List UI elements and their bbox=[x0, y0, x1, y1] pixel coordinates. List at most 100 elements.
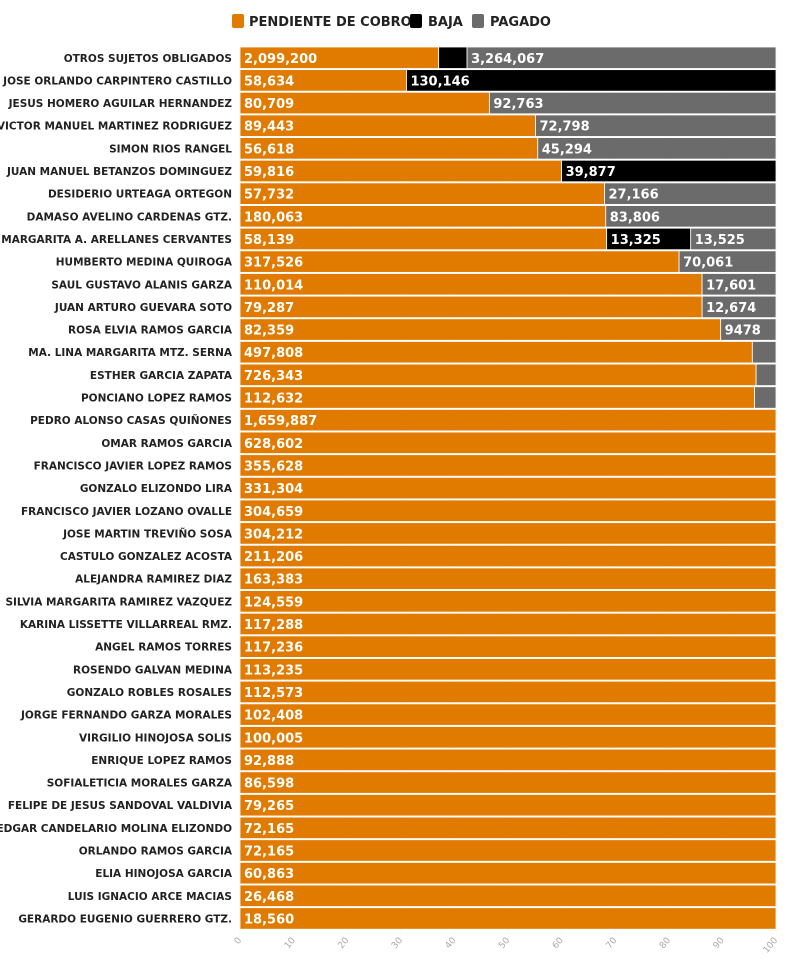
value-label-pagado: 45,294 bbox=[542, 142, 592, 157]
value-label-pendiente: 317,526 bbox=[244, 256, 303, 271]
bar-pagado bbox=[720, 318, 777, 341]
value-labels: 2,099,200 3,264,067 58,634 130,146 80,709 92,… bbox=[244, 52, 761, 928]
bar-pendiente bbox=[239, 658, 777, 681]
x-tick-label: 70 bbox=[604, 936, 619, 951]
x-tick-label: 0 bbox=[233, 936, 245, 947]
legend: PENDIENTE DE COBRO BAJA PAGADO bbox=[232, 14, 551, 30]
category-label: ESTHER GARCIA ZAPATA bbox=[90, 370, 233, 382]
value-label-pendiente: 89,443 bbox=[244, 120, 294, 135]
value-label-pagado: 3,264,067 bbox=[471, 52, 544, 67]
category-label: CASTULO GONZALEZ ACOSTA bbox=[60, 551, 233, 563]
bar-pendiente bbox=[239, 295, 703, 319]
category-label: GONZALO ROBLES ROSALES bbox=[67, 687, 232, 699]
value-label-pagado: 12,674 bbox=[706, 301, 756, 316]
bar-pendiente bbox=[239, 907, 777, 930]
bar-pendiente bbox=[239, 182, 605, 205]
bar-pagado bbox=[751, 341, 777, 364]
category-label: FRANCISCO JAVIER LOPEZ RAMOS bbox=[34, 460, 232, 472]
value-label-pendiente: 60,863 bbox=[244, 867, 294, 882]
x-tick-label: 20 bbox=[336, 936, 351, 951]
bar-pagado bbox=[701, 273, 777, 296]
x-tick-label: 90 bbox=[712, 936, 727, 951]
bar-pagado bbox=[690, 227, 777, 251]
bar-pendiente bbox=[239, 544, 777, 568]
category-label: EDGAR CANDELARIO MOLINA ELIZONDO bbox=[0, 823, 232, 835]
category-label: JOSE MARTIN TREVIÑO SOSA bbox=[62, 527, 233, 540]
bar-pagado bbox=[604, 182, 777, 205]
bar-pendiente bbox=[239, 839, 777, 862]
x-tick-label: 80 bbox=[658, 936, 673, 951]
value-label-pendiente: 79,265 bbox=[244, 799, 294, 814]
value-label-pendiente: 628,602 bbox=[244, 437, 303, 452]
bar-pagado bbox=[605, 205, 777, 228]
bar-pendiente bbox=[239, 273, 703, 296]
value-label-pagado: 17,601 bbox=[706, 278, 756, 293]
value-label-pendiente: 304,212 bbox=[244, 527, 303, 542]
legend-swatch-pagado bbox=[472, 14, 484, 28]
x-tick-label: 10 bbox=[283, 936, 298, 951]
bar-pagado bbox=[466, 46, 777, 69]
value-label-pendiente: 304,659 bbox=[244, 505, 303, 520]
value-label-pendiente: 100,005 bbox=[244, 731, 303, 746]
value-label-pagado: 9478 bbox=[725, 324, 761, 339]
value-label-pendiente: 1,659,887 bbox=[244, 414, 317, 429]
category-label: GERARDO EUGENIO GUERRERO GTZ. bbox=[18, 913, 232, 925]
value-label-pendiente: 86,598 bbox=[244, 777, 294, 792]
bar-pendiente bbox=[239, 408, 777, 432]
value-label-baja: 39,877 bbox=[566, 165, 616, 180]
value-label-pendiente: 26,468 bbox=[244, 890, 294, 905]
value-label-pendiente: 102,408 bbox=[244, 709, 303, 724]
bar-pendiente bbox=[239, 726, 777, 749]
bar-pendiente bbox=[239, 341, 753, 364]
value-label-pendiente: 58,139 bbox=[244, 233, 294, 248]
value-label-pagado: 83,806 bbox=[610, 210, 660, 225]
value-label-baja: 13,325 bbox=[611, 233, 661, 248]
category-label: OTROS SUJETOS OBLIGADOS bbox=[64, 53, 232, 65]
bar-pendiente bbox=[239, 227, 608, 251]
value-label-pendiente: 79,287 bbox=[244, 301, 294, 316]
legend-label-pagado: PAGADO bbox=[490, 15, 551, 30]
value-label-pendiente: 92,888 bbox=[244, 754, 294, 769]
x-axis-ticks: 0 10 20 30 40 50 60 70 80 90 100 bbox=[233, 936, 781, 956]
value-label-pendiente: 211,206 bbox=[244, 550, 303, 565]
bar-pendiente bbox=[239, 250, 680, 273]
legend-swatch-baja bbox=[410, 14, 422, 28]
bar-pendiente bbox=[239, 771, 777, 794]
category-label: ALEJANDRA RAMIREZ DIAZ bbox=[75, 574, 232, 586]
value-label-pendiente: 124,559 bbox=[244, 595, 303, 610]
bar-pagado bbox=[701, 295, 777, 319]
category-label: JUAN ARTURO GUEVARA SOTO bbox=[54, 302, 232, 314]
value-label-pendiente: 117,236 bbox=[244, 641, 303, 656]
category-label: ANGEL RAMOS TORRES bbox=[95, 642, 232, 654]
category-label: SIMON RIOS RANGEL bbox=[109, 143, 232, 155]
category-label: JESUS HOMERO AGUILAR HERNANDEZ bbox=[8, 98, 233, 110]
bar-pendiente bbox=[239, 612, 777, 636]
category-label: HUMBERTO MEDINA QUIROGA bbox=[56, 257, 233, 269]
bar-pendiente bbox=[239, 862, 777, 885]
category-label: DESIDERIO URTEAGA ORTEGON bbox=[48, 189, 232, 201]
category-label: MARGARITA A. ARELLANES CERVANTES bbox=[1, 234, 232, 246]
bar-pagado bbox=[537, 137, 777, 160]
bar-pendiente bbox=[239, 318, 722, 341]
bar-pendiente bbox=[239, 567, 777, 590]
bar-pendiente bbox=[239, 884, 777, 907]
value-label-pendiente: 72,165 bbox=[244, 822, 294, 837]
category-label: VICTOR MANUEL MARTINEZ RODRIGUEZ bbox=[0, 121, 232, 133]
value-label-pagado: 92,763 bbox=[493, 97, 543, 112]
category-label: GONZALO ELIZONDO LIRA bbox=[80, 483, 233, 495]
bar-pendiente bbox=[239, 386, 755, 409]
x-tick-label: 60 bbox=[551, 936, 566, 951]
bar-pagado bbox=[535, 114, 777, 137]
bar-pagado bbox=[755, 363, 777, 387]
value-label-pendiente: 180,063 bbox=[244, 210, 303, 225]
category-label: ROSA ELVIA RAMOS GARCIA bbox=[68, 325, 233, 337]
value-label-pagado: 72,798 bbox=[539, 120, 589, 135]
category-label: ORLANDO RAMOS GARCIA bbox=[79, 846, 233, 858]
category-label: DAMASO AVELINO CARDENAS GTZ. bbox=[27, 211, 232, 223]
value-label-pendiente: 58,634 bbox=[244, 74, 294, 89]
value-label-pagado: 13,525 bbox=[695, 233, 745, 248]
category-label: VIRGILIO HINOJOSA SOLIS bbox=[79, 732, 232, 744]
category-label: ROSENDO GALVAN MEDINA bbox=[73, 664, 233, 676]
bar-pendiente bbox=[239, 816, 777, 839]
